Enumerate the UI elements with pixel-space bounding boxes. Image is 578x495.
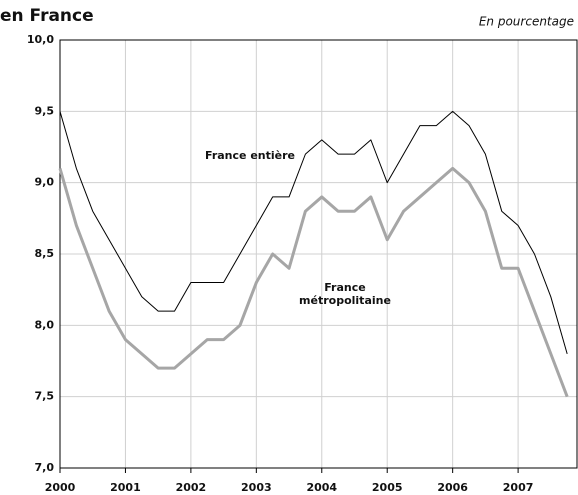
- series-line: [59, 110, 568, 355]
- y-tick-label: 8,5: [35, 247, 55, 260]
- x-tick-label: 2004: [306, 481, 337, 494]
- series-label: France métropolitaine: [299, 281, 391, 307]
- x-tick-label: 2003: [241, 481, 272, 494]
- y-tick-label: 10,0: [27, 33, 54, 46]
- x-tick-label: 2005: [372, 481, 403, 494]
- series-label: France entière: [205, 149, 295, 162]
- chart-subtitle: En pourcentage: [479, 15, 574, 29]
- x-tick-label: 2007: [503, 481, 534, 494]
- x-tick-label: 2001: [110, 481, 141, 494]
- y-tick-label: 8,0: [35, 318, 55, 331]
- y-tick-label: 9,0: [35, 176, 55, 189]
- y-tick-label: 7,5: [35, 390, 55, 403]
- series-line: [58, 166, 569, 398]
- x-tick-label: 2000: [45, 481, 76, 494]
- plot-frame: [59, 39, 578, 469]
- x-tick-label: 2002: [176, 481, 207, 494]
- x-tick-label: 2006: [437, 481, 468, 494]
- y-tick-label: 7,0: [35, 461, 55, 474]
- chart-title: en France: [0, 6, 94, 26]
- y-tick-label: 9,5: [35, 104, 55, 117]
